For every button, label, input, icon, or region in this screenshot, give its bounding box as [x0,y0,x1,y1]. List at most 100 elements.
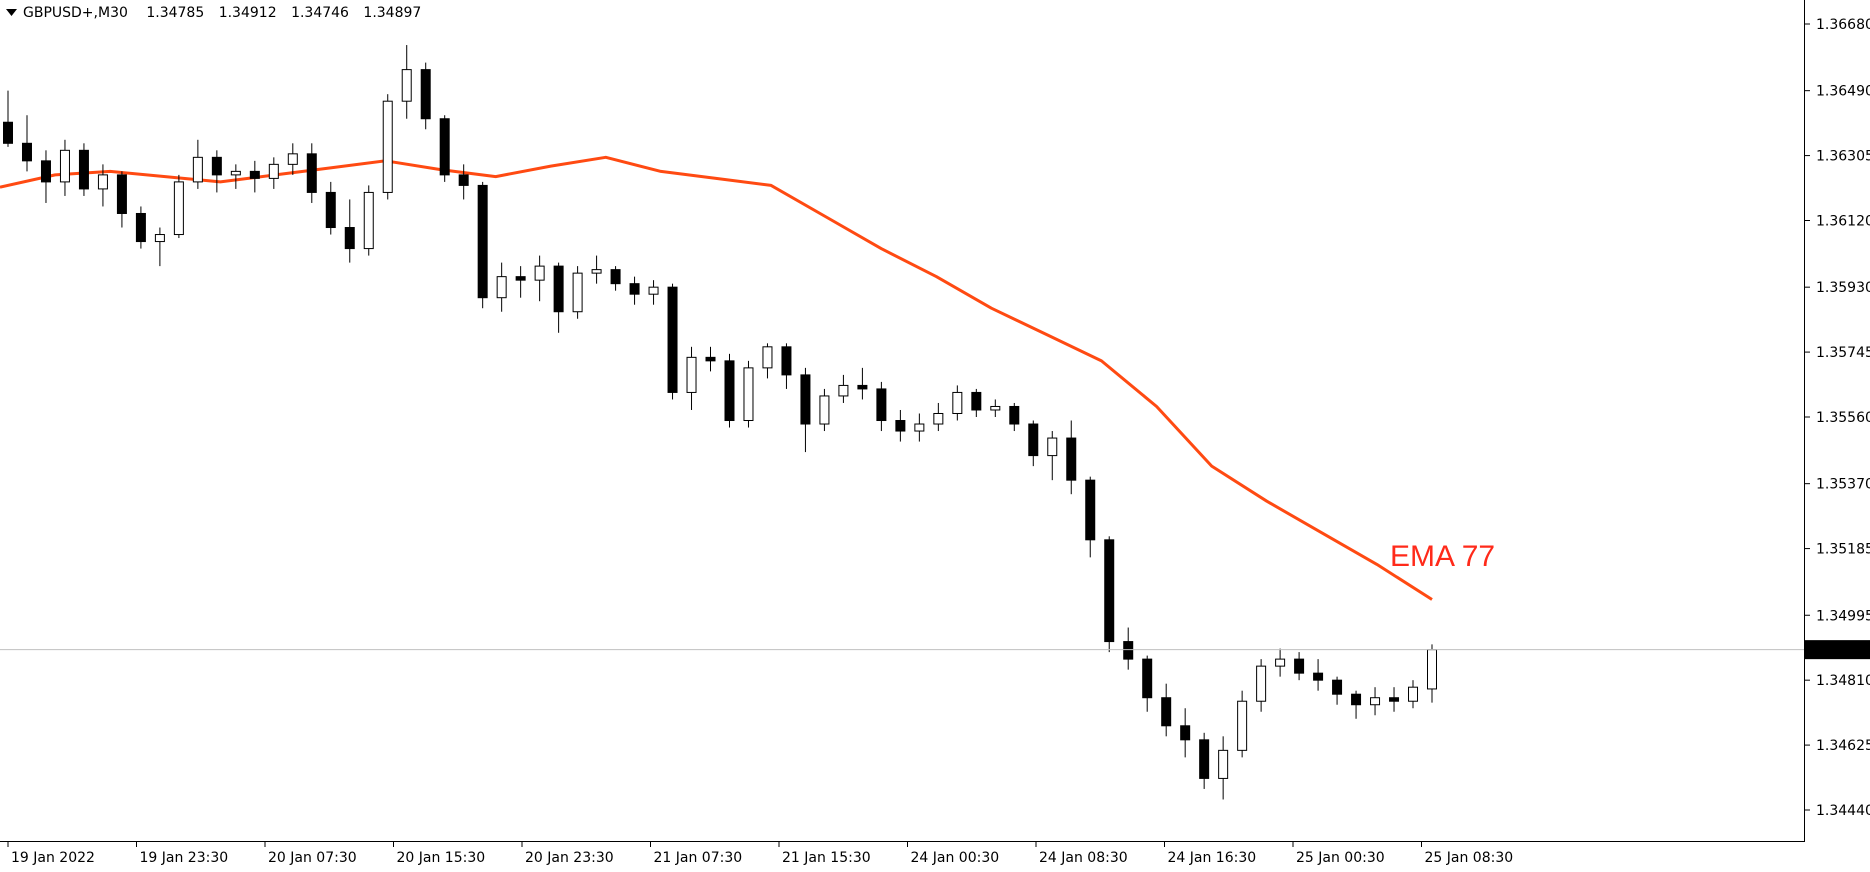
candle-body-down [629,283,640,295]
candle [1180,708,1191,758]
candle-body-up [154,234,165,243]
time-tick-label: 20 Jan 23:30 [525,850,614,866]
candle [249,160,260,193]
candle [1028,420,1039,467]
candle-body-up [1408,686,1419,702]
candle-body-up [1275,658,1286,667]
time-tick-label: 19 Jan 2022 [11,850,95,866]
candle [401,45,412,119]
candle [515,266,526,298]
candle-body-up [1237,700,1248,751]
ema-layer [0,155,1433,601]
time-tick-label: 24 Jan 16:30 [1168,850,1257,866]
time-tick-label: 21 Jan 15:30 [782,850,871,866]
candle [534,255,545,302]
candle [1161,683,1172,737]
candle-body-down [1180,725,1191,741]
time-tick-label: 20 Jan 15:30 [397,850,486,866]
price-tick-label: 1.34995 [1816,608,1870,624]
price-tick-label: 1.36120 [1816,214,1870,230]
price-scale[interactable]: 1.36680 1.36490 1.36305 1.36120 1.35930 1.357… [1804,17,1870,819]
candle-body-up [952,391,963,414]
candle [686,346,697,410]
candle-body-down [876,388,887,422]
time-tick-label: 24 Jan 08:30 [1039,850,1128,866]
candle-body-up [1047,437,1058,457]
candle [1009,402,1020,432]
candle-body-down [344,227,355,250]
candle [1142,655,1153,712]
candle-body-down [21,142,32,162]
candle [1256,659,1267,712]
candle-body-up [838,384,849,397]
candle [1313,659,1324,691]
candle-body-down [116,174,127,214]
candle [78,143,89,196]
candle [59,139,70,196]
current-price-value: 1.34897 [1811,643,1869,659]
candle [914,413,925,442]
candle [1104,536,1115,653]
candle [1066,420,1077,495]
collapse-triangle-icon[interactable] [6,9,17,16]
candle [971,388,982,417]
candle-body-down [1104,539,1115,643]
candle [1199,732,1210,789]
candle-body-up [192,156,203,183]
price-tick-label: 1.34625 [1816,738,1870,754]
candle-body-down [1161,697,1172,727]
candle-body-down [515,276,526,281]
candle-body-up [230,170,241,176]
candle [211,150,222,193]
candle [762,343,773,379]
price-tick-label: 1.36305 [1816,149,1870,165]
candle [743,360,754,428]
candle-body-up [648,286,659,295]
candle [363,185,374,256]
candle-body-down [800,374,811,425]
candle-body-down [1123,641,1134,660]
candle-body-down [325,191,336,229]
candle-body-down [40,160,51,183]
candle-body-down [211,156,222,176]
candle-body-up [382,100,393,193]
candle [1389,687,1400,712]
candle [629,276,640,305]
candle-body-down [1199,739,1210,779]
header-close: 1.34897 [363,5,421,21]
candle [135,206,146,249]
candle [724,353,735,428]
candle [857,367,868,400]
candle [1237,690,1248,758]
candle [895,409,906,442]
candle [591,255,602,284]
ema-label: EMA 77 [1390,540,1495,573]
candle-body-up [819,395,830,425]
time-tick-label: 21 Jan 07:30 [654,850,743,866]
candle-body-down [439,118,450,176]
candles-layer [3,45,1437,800]
candle-body-up [534,265,545,281]
candle-body-down [135,212,146,243]
candle-body-up [572,272,583,313]
candle-body-up [287,153,298,165]
candle [439,115,450,182]
candle-body-up [933,412,944,425]
candle [1408,680,1419,709]
candle [1427,644,1437,703]
candle-body-down [895,420,906,432]
time-scale[interactable]: 19 Jan 2022 19 Jan 23:30 20 Jan 07:30 20 Ja… [7,841,1513,866]
candle [1275,648,1286,677]
candle [572,266,583,319]
candle [40,150,51,203]
candle [173,174,184,239]
candle [648,280,659,305]
candle-body-up [743,367,754,422]
candle [306,143,317,203]
candle-body-down [306,153,317,193]
price-tick-label: 1.36490 [1816,84,1870,100]
candle [3,90,13,147]
